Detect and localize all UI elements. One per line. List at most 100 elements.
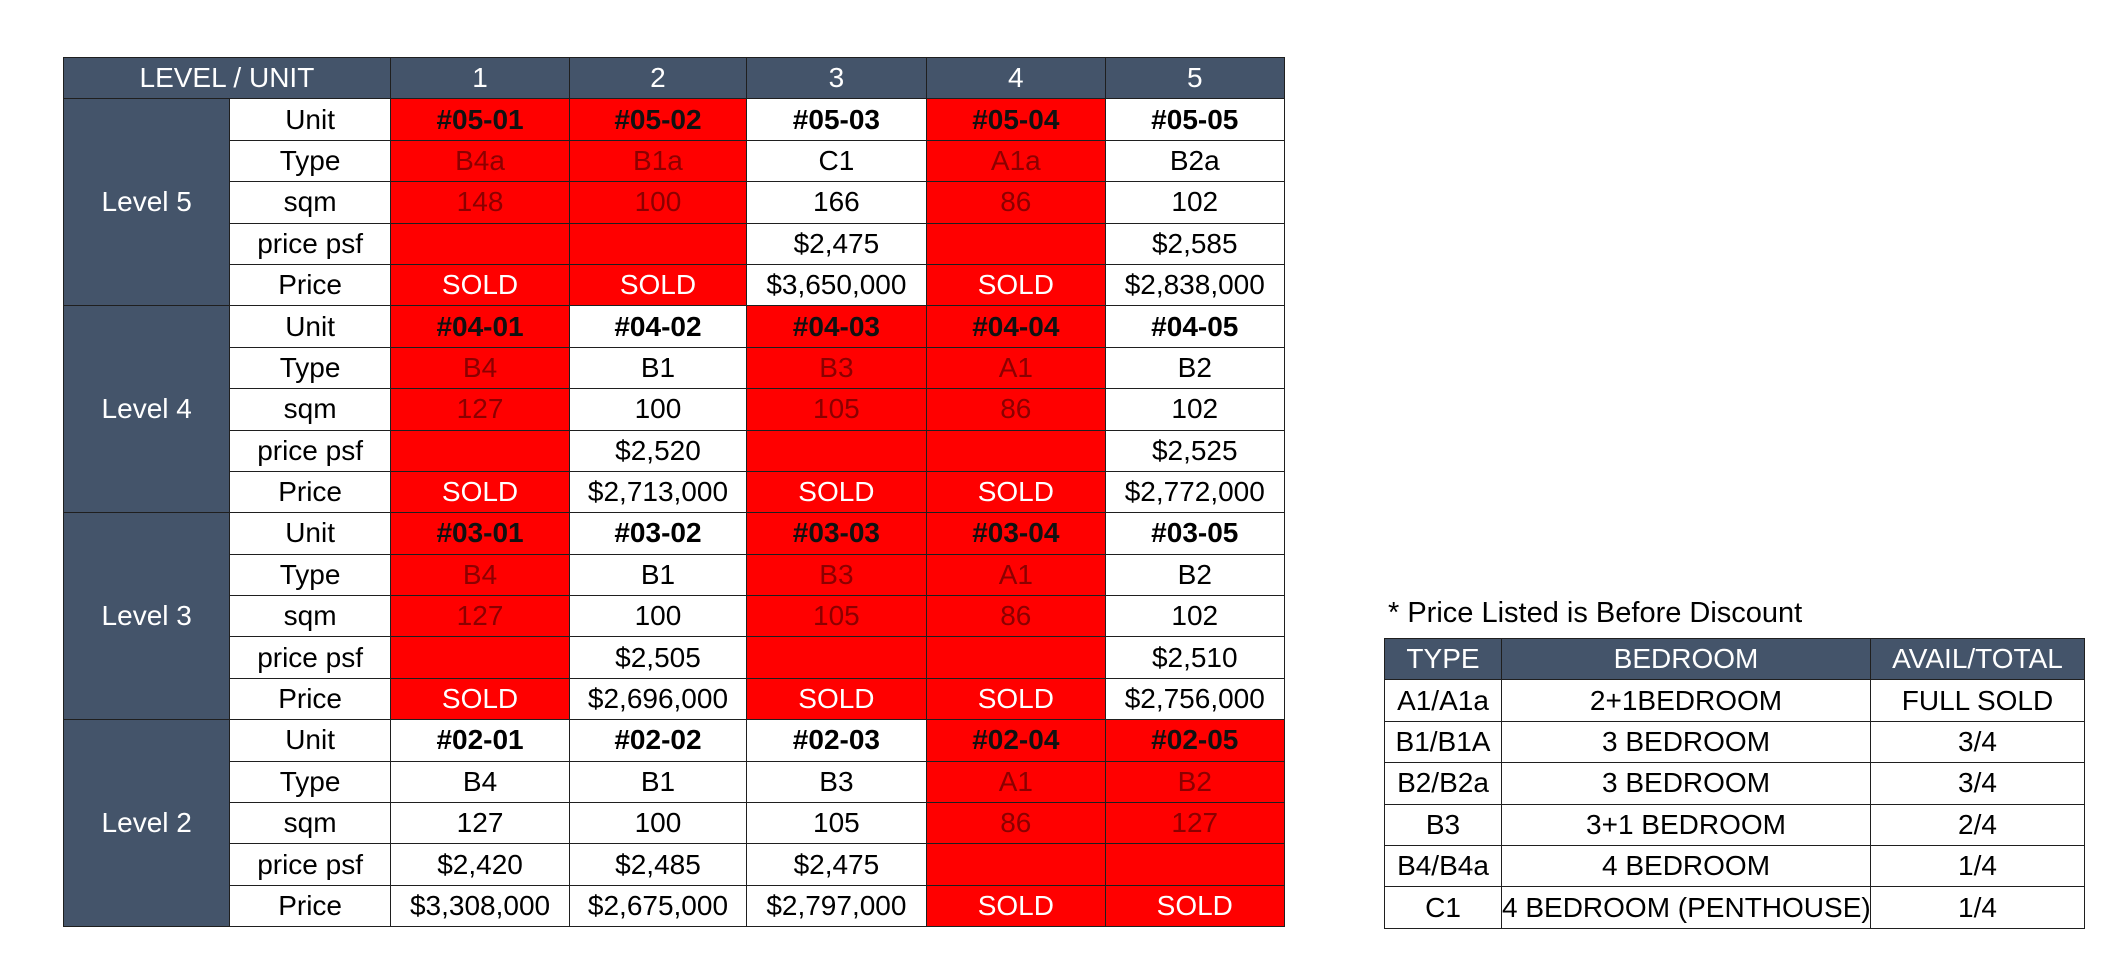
type-summary-table: TYPE BEDROOM AVAIL/TOTAL A1/A1a 2+1BEDROO… xyxy=(1384,637,2085,929)
table-row: sqm 127 100 105 86 102 xyxy=(64,595,1286,638)
unit-psf-cell xyxy=(745,636,928,679)
row-label: Unit xyxy=(229,512,391,555)
summary-type-cell: B3 xyxy=(1384,803,1502,846)
level-label: Level 2 xyxy=(62,719,231,928)
unit-sqm-cell: 127 xyxy=(389,388,571,431)
row-label: sqm xyxy=(229,181,391,224)
unit-sqm-cell: 105 xyxy=(745,802,928,845)
unit-type-cell: B3 xyxy=(745,553,928,597)
summary-row: B1/B1A 3 BEDROOM 3/4 xyxy=(1384,720,2085,764)
level-label: Level 4 xyxy=(62,305,231,514)
unit-sqm-cell: 102 xyxy=(1104,595,1286,638)
row-label: Unit xyxy=(229,305,391,348)
unit-type-cell: B1a xyxy=(569,139,747,183)
unit-type-cell: B4a xyxy=(389,139,571,183)
unit-number-cell: #04-03 xyxy=(745,305,928,348)
unit-sqm-cell: 127 xyxy=(1104,802,1286,845)
unit-number-cell: #03-05 xyxy=(1104,512,1286,555)
summary-row: C1 4 BEDROOM (PENTHOUSE) 1/4 xyxy=(1384,886,2085,929)
unit-number-cell: #02-02 xyxy=(569,719,747,762)
unit-psf-cell xyxy=(926,429,1106,472)
header-col-2: 2 xyxy=(569,56,747,100)
unit-type-cell: B2 xyxy=(1104,553,1286,597)
table-header-row: LEVEL / UNIT 1 2 3 4 5 xyxy=(63,56,1286,100)
level-label: Level 5 xyxy=(62,98,231,307)
unit-sqm-cell: 148 xyxy=(389,181,571,224)
row-label: Price xyxy=(229,470,391,514)
price-cell: SOLD xyxy=(389,263,571,307)
unit-number-cell: #03-03 xyxy=(745,512,928,555)
summary-bedroom-cell: 3 BEDROOM xyxy=(1501,720,1871,764)
unit-number-cell: #04-01 xyxy=(389,305,571,348)
summary-avail-cell: 2/4 xyxy=(1870,803,2085,846)
summary-avail-cell: 3/4 xyxy=(1870,762,2085,805)
unit-number-cell: #02-05 xyxy=(1104,719,1286,762)
table-row: price psf $2,475 $2,585 xyxy=(64,222,1286,265)
price-cell: $3,308,000 xyxy=(389,884,571,928)
unit-sqm-cell: 86 xyxy=(926,181,1106,224)
row-label: sqm xyxy=(229,388,391,431)
table-row: Price $3,308,000 $2,675,000 $2,797,000 SOLD S… xyxy=(64,884,1286,928)
unit-psf-cell: $2,585 xyxy=(1104,222,1286,265)
unit-number-cell: #05-01 xyxy=(389,98,571,141)
summary-avail-cell: 3/4 xyxy=(1870,720,2085,764)
unit-type-cell: B2 xyxy=(1104,346,1286,390)
unit-number-cell: #05-04 xyxy=(926,98,1106,141)
row-label: price psf xyxy=(229,222,391,265)
summary-bedroom-cell: 3 BEDROOM xyxy=(1501,762,1871,805)
header-col-1: 1 xyxy=(389,56,571,100)
table-row: Price SOLD $2,696,000 SOLD SOLD $2,756,000 xyxy=(64,677,1286,721)
row-label: Price xyxy=(229,263,391,307)
table-row: Type B4 B1 B3 A1 B2 xyxy=(64,553,1286,597)
level-label: Level 3 xyxy=(62,512,231,721)
table-row: Type B4a B1a C1 A1a B2a xyxy=(64,139,1286,183)
summary-bedroom-cell: 4 BEDROOM (PENTHOUSE) xyxy=(1501,886,1871,929)
table-row: Level 2 Unit #02-01 #02-02 #02-03 #02-04 #02-0… xyxy=(62,719,1286,928)
table-row: Type B4 B1 B3 A1 B2 xyxy=(64,346,1286,390)
row-label: Type xyxy=(229,139,391,183)
unit-number-cell: #05-05 xyxy=(1104,98,1286,141)
table-row: sqm 127 100 105 86 127 xyxy=(64,802,1286,845)
unit-sqm-cell: 100 xyxy=(569,802,747,845)
price-cell: $2,772,000 xyxy=(1104,470,1286,514)
row-label: price psf xyxy=(229,636,391,679)
unit-psf-cell: $2,475 xyxy=(745,843,928,886)
header-level-unit: LEVEL / UNIT xyxy=(63,56,391,100)
price-cell: SOLD xyxy=(389,677,571,721)
summary-header-bedroom: BEDROOM xyxy=(1501,637,1871,681)
price-cell: $2,797,000 xyxy=(745,884,928,928)
unit-psf-cell xyxy=(926,222,1106,265)
row-label: Type xyxy=(229,553,391,597)
unit-psf-cell: $2,420 xyxy=(389,843,571,886)
row-label: Type xyxy=(229,346,391,390)
table-row: Level 5 Unit #05-01 #05-02 #05-03 #05-04 #05-0… xyxy=(62,98,1286,307)
unit-type-cell: B4 xyxy=(389,346,571,390)
unit-sqm-cell: 86 xyxy=(926,595,1106,638)
unit-psf-cell: $2,510 xyxy=(1104,636,1286,679)
table-row: sqm 127 100 105 86 102 xyxy=(64,388,1286,431)
price-cell: SOLD xyxy=(389,470,571,514)
unit-type-cell: A1a xyxy=(926,139,1106,183)
row-label: Type xyxy=(229,760,391,804)
unit-sqm-cell: 127 xyxy=(389,802,571,845)
summary-bedroom-cell: 2+1BEDROOM xyxy=(1501,679,1871,722)
unit-psf-cell xyxy=(926,636,1106,679)
header-col-5: 5 xyxy=(1104,56,1286,100)
price-cell: $3,650,000 xyxy=(745,263,928,307)
price-cell: SOLD xyxy=(926,263,1106,307)
unit-psf-cell xyxy=(926,843,1106,886)
unit-type-cell: A1 xyxy=(926,346,1106,390)
header-col-4: 4 xyxy=(926,56,1106,100)
price-cell: SOLD xyxy=(745,677,928,721)
summary-row: B4/B4a 4 BEDROOM 1/4 xyxy=(1384,844,2085,888)
table-row: sqm 148 100 166 86 102 xyxy=(64,181,1286,224)
unit-psf-cell xyxy=(569,222,747,265)
table-row: Type B4 B1 B3 A1 B2 xyxy=(64,760,1286,804)
unit-psf-cell: $2,520 xyxy=(569,429,747,472)
table-row: Level 4 Unit #04-01 #04-02 #04-03 #04-04 #04-0… xyxy=(62,305,1286,514)
unit-type-cell: B1 xyxy=(569,346,747,390)
summary-type-cell: B4/B4a xyxy=(1384,844,1502,888)
price-cell: $2,756,000 xyxy=(1104,677,1286,721)
unit-psf-cell xyxy=(389,222,571,265)
unit-number-cell: #02-01 xyxy=(389,719,571,762)
